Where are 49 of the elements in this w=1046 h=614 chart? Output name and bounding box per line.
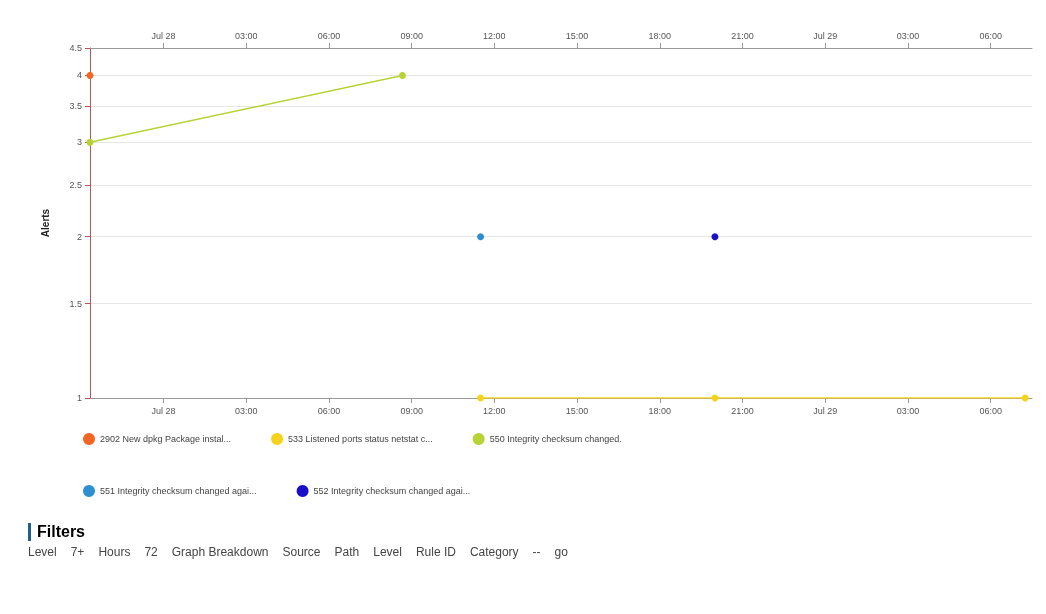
y-tick-label: 4: [76, 70, 82, 81]
x2-tick-label: 12:00: [483, 30, 506, 41]
text: Category: [469, 545, 519, 559]
x2-tick-label: 03:00: [896, 30, 920, 41]
legend-label: 551 Integrity checksum changed agai...: [100, 486, 257, 496]
legend-label: 552 Integrity checksum changed agai...: [313, 486, 471, 496]
x-tick-label: 06:00: [979, 405, 1002, 416]
text: Level: [373, 545, 402, 559]
legend-label: 550 Integrity checksum changed.: [489, 434, 622, 444]
legend-label: 533 Listened ports status netstat c...: [288, 434, 433, 444]
y-tick-label: 3.5: [69, 101, 82, 112]
y-tick-label: 4.5: [69, 43, 82, 53]
x2-tick-label: 09:00: [400, 30, 423, 41]
x2-tick-label: 06:00: [979, 30, 1002, 41]
y-tick-label: 2.5: [69, 179, 82, 190]
x-tick-label: 15:00: [565, 405, 589, 416]
x2-tick-label: 03:00: [234, 30, 258, 41]
text: Source: [282, 545, 321, 559]
text: --: [532, 545, 541, 559]
x2-tick-label: 06:00: [317, 30, 341, 41]
y-tick-label: 3: [76, 137, 82, 148]
y-tick-label: 1: [76, 393, 82, 403]
text: Rule ID: [415, 545, 456, 559]
text: go: [554, 545, 568, 559]
text: Path: [334, 545, 360, 559]
y-tick-label: 1.5: [69, 298, 82, 309]
x2-tick-label: 21:00: [731, 30, 754, 41]
y-tick-label: 2: [76, 231, 82, 242]
x-tick-label: 12:00: [483, 405, 506, 416]
x-tick-label: 18:00: [648, 405, 672, 416]
x2-tick-label: Jul 28: [151, 30, 176, 41]
text: 72: [144, 545, 158, 559]
text: Filters: [28, 523, 1038, 541]
text: Graph Breakdown: [171, 545, 269, 559]
x2-tick-label: Jul 29: [813, 30, 838, 41]
x2-tick-label: 18:00: [648, 30, 672, 41]
x-tick-label: Jul 29: [813, 405, 838, 416]
y-axis-title: Alerts: [39, 208, 51, 238]
text: 7+: [70, 545, 85, 559]
text: Level: [28, 545, 57, 559]
x-tick-label: 09:00: [400, 405, 423, 416]
x-tick-label: 03:00: [234, 405, 258, 416]
x-tick-label: 21:00: [731, 405, 754, 416]
x2-tick-label: 15:00: [565, 30, 589, 41]
x-tick-label: 06:00: [317, 405, 341, 416]
x-tick-label: 03:00: [896, 405, 920, 416]
text: Hours: [98, 545, 131, 559]
x-tick-label: Jul 28: [151, 405, 176, 416]
legend-label: 2902 New dpkg Package instal...: [100, 434, 232, 444]
